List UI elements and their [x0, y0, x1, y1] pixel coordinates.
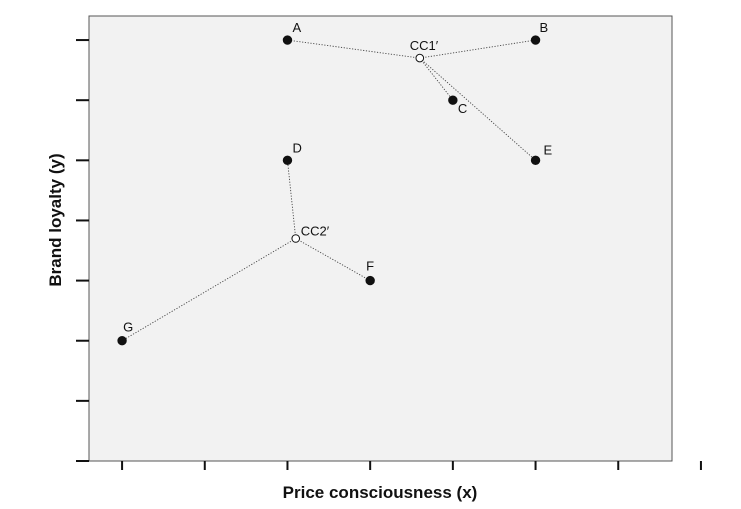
plot-area	[88, 15, 673, 462]
point-label-f: F	[366, 259, 374, 274]
data-point-a	[282, 35, 293, 45]
point-label-cc2: CC2′	[301, 224, 330, 239]
y-axis-title: Brand loyalty (y)	[46, 153, 65, 286]
data-point-g	[117, 336, 127, 346]
link-line	[419, 57, 454, 101]
data-point-c	[448, 95, 458, 105]
data-point-e	[530, 155, 541, 166]
point-label-d: D	[292, 140, 301, 155]
point-label-c: C	[458, 101, 467, 116]
x-axis-title: Price consciousness (x)	[283, 483, 478, 502]
point-label-b: B	[540, 20, 549, 35]
link-line	[287, 160, 297, 239]
links-layer	[121, 39, 536, 342]
point-label-e: E	[544, 142, 553, 157]
ticks-layer	[76, 39, 702, 470]
point-label-a: A	[292, 20, 301, 35]
link-line	[295, 238, 371, 281]
link-line	[419, 57, 536, 161]
point-label-cc1: CC1′	[410, 38, 439, 53]
points-layer: A B C D E F G CC1′ CC2′	[117, 20, 553, 346]
data-point-f	[365, 275, 375, 286]
data-point-b	[530, 35, 541, 45]
data-point-d	[282, 155, 293, 166]
point-label-g: G	[123, 320, 133, 335]
centroid-point-cc2	[291, 234, 301, 243]
centroid-point-cc1	[415, 53, 425, 63]
